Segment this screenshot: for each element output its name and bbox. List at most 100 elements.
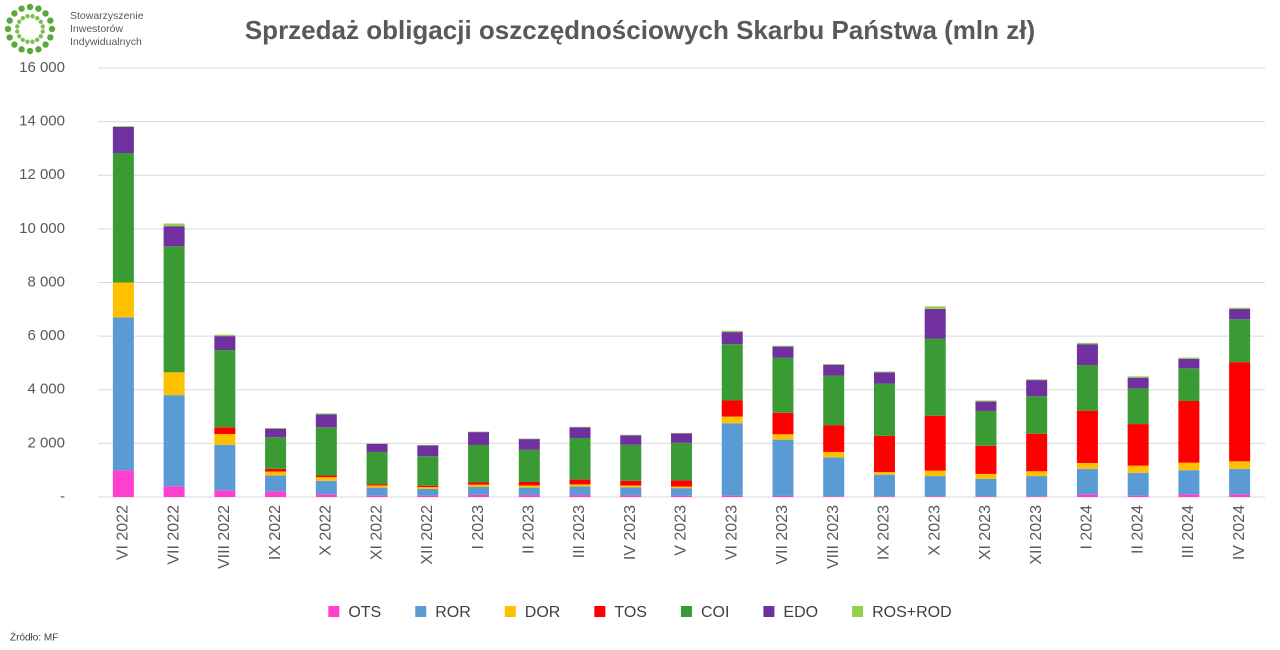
bar-segment: [924, 415, 946, 471]
bar-segment: [366, 484, 388, 486]
legend-label: DOR: [525, 604, 561, 621]
legend-swatch: [594, 606, 606, 617]
bar-segment: [315, 414, 337, 428]
bar-segment: [112, 470, 134, 497]
bar-segment: [1127, 377, 1149, 389]
bar-segment: [468, 482, 490, 485]
y-tick-label: 4 000: [27, 381, 65, 398]
logo-mark: [4, 3, 56, 55]
bar-segment: [975, 445, 997, 474]
logo-dot: [18, 46, 25, 53]
bar-segment: [975, 400, 997, 402]
bar-segment: [772, 439, 794, 496]
bar-segment: [721, 416, 743, 424]
bar-segment: [1127, 388, 1149, 425]
bar-segment: [1127, 424, 1149, 466]
bar-segment: [1026, 379, 1048, 381]
bar-segment: [366, 443, 388, 444]
bar-segment: [721, 400, 743, 417]
legend-swatch: [504, 606, 516, 617]
bar-segment: [1076, 462, 1098, 469]
bar-segment: [265, 428, 287, 438]
x-tick-label: IV 2023: [622, 505, 639, 560]
bar-segment: [417, 495, 439, 497]
bar-segment: [417, 445, 439, 457]
legend-label: TOS: [614, 604, 647, 621]
bar-segment: [975, 410, 997, 446]
bar-segment: [823, 375, 845, 426]
bar-segment: [265, 428, 287, 429]
bar-segment: [1178, 358, 1200, 369]
bar-segment: [1127, 495, 1149, 497]
x-tick-label: VIII 2023: [825, 505, 842, 569]
logo-dot: [15, 29, 20, 34]
logo-dot: [40, 29, 45, 34]
bar-segment: [315, 494, 337, 497]
bar-segment: [772, 345, 794, 347]
y-tick-label: 8 000: [27, 273, 65, 290]
logo-dot: [20, 37, 25, 42]
bar-segment: [772, 434, 794, 440]
source: Źródło: MF: [10, 631, 58, 644]
bar-segment: [315, 427, 337, 476]
y-tick-label: 12 000: [19, 166, 65, 183]
bar-segment: [873, 474, 895, 497]
bar-segment: [417, 485, 439, 488]
bar-segment: [873, 435, 895, 473]
bar-segment: [823, 364, 845, 376]
bar-segment: [1026, 496, 1048, 497]
bar-segment: [1076, 344, 1098, 366]
bar-segment: [721, 423, 743, 496]
logo-dot: [4, 25, 12, 33]
bar-segment: [366, 485, 388, 488]
logo-dot: [47, 17, 54, 24]
x-tick-label: IX 2022: [267, 505, 284, 560]
bar-segment: [620, 444, 642, 481]
x-tick-label: III 2023: [571, 505, 588, 558]
bar-segment: [1229, 468, 1251, 495]
logo-dot: [38, 19, 44, 25]
bar-segment: [823, 451, 845, 458]
bar-segment: [1178, 401, 1200, 463]
bar-segment: [873, 496, 895, 497]
bar-segment: [315, 477, 337, 481]
bar-segment: [468, 431, 490, 433]
x-tick-label: IX 2023: [876, 505, 893, 560]
logo-dot: [35, 16, 40, 21]
logo-dot: [42, 10, 49, 17]
x-tick-label: I 2024: [1079, 505, 1096, 550]
bar-segment: [468, 444, 490, 483]
bar-segment: [366, 495, 388, 497]
bar-segment: [518, 449, 540, 482]
bar-segment: [1076, 342, 1098, 345]
x-tick-label: XI 2023: [977, 505, 994, 560]
bar-segment: [112, 126, 134, 153]
bar-segment: [315, 413, 337, 415]
bar-segment: [1127, 472, 1149, 496]
legend-label: OTS: [348, 604, 381, 621]
x-tick-label: XI 2022: [368, 505, 385, 560]
bar-segment: [1026, 471, 1048, 477]
logo-dot: [30, 39, 35, 44]
logo-text: Inwestorów: [70, 23, 124, 35]
bar-segment: [214, 334, 236, 337]
bar-segment: [214, 490, 236, 497]
bar-segment: [1026, 476, 1048, 497]
bar-segment: [214, 433, 236, 445]
bar-segment: [671, 480, 692, 487]
bar-segment: [468, 486, 490, 495]
legend-label: EDO: [783, 604, 818, 621]
bar-segment: [620, 485, 642, 488]
legend-label: ROS+ROD: [872, 604, 952, 621]
logo-text: Stowarzyszenie: [70, 10, 144, 22]
bar-segment: [1229, 461, 1251, 469]
logo-dot: [38, 34, 43, 39]
logo-dot: [15, 24, 20, 29]
chart-title: Sprzedaż obligacji oszczędnościowych Ska…: [245, 15, 1035, 45]
bar-segment: [1178, 357, 1200, 359]
bar-segment: [721, 332, 743, 345]
bar-segment: [1178, 368, 1200, 402]
x-tick-label: II 2024: [1129, 505, 1146, 554]
bar-segment: [112, 317, 134, 471]
legend-swatch: [852, 606, 864, 617]
